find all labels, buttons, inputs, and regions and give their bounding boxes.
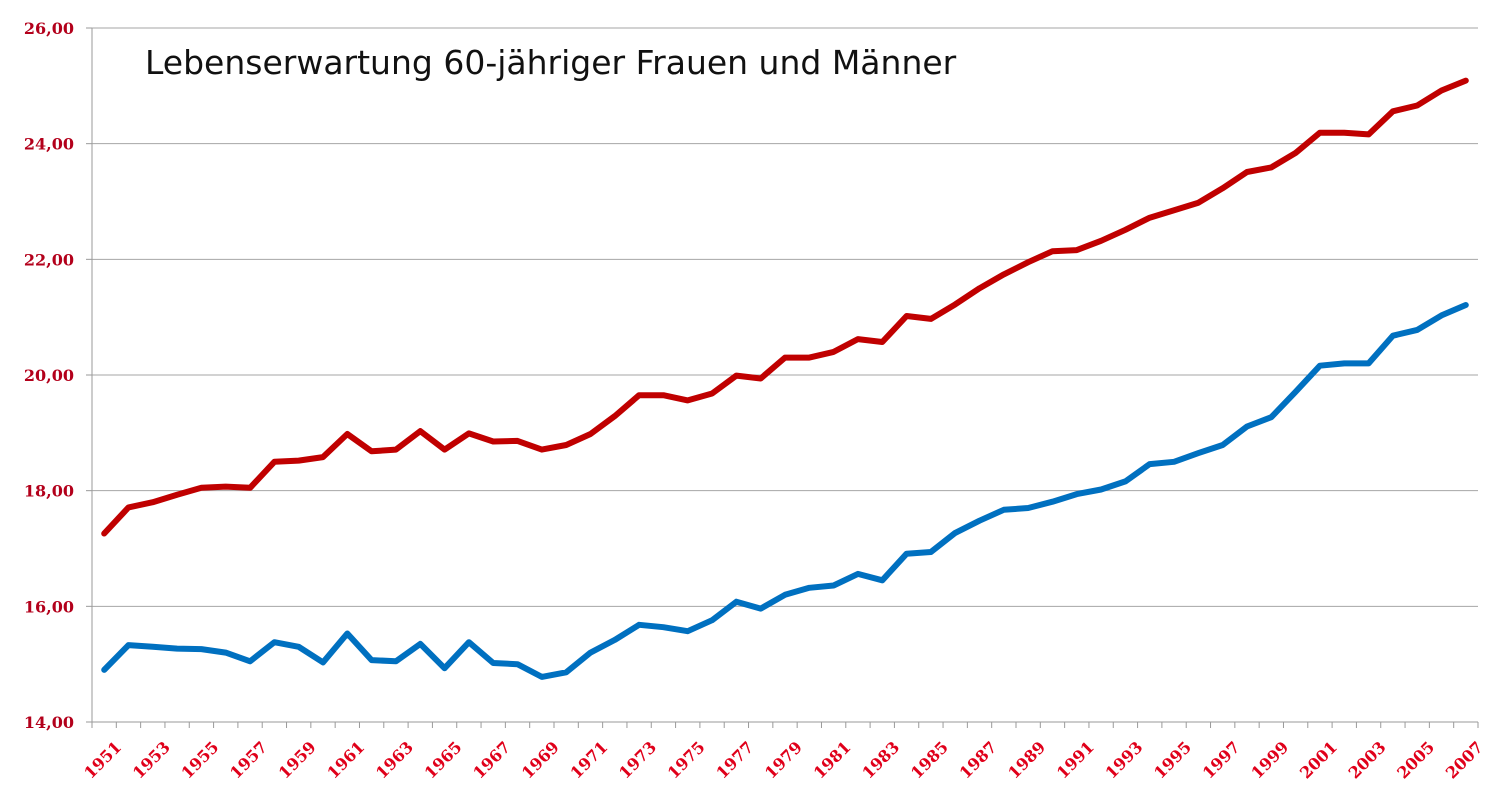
x-tick-label: 1995 bbox=[1150, 738, 1195, 783]
x-tick-label: 1975 bbox=[664, 738, 709, 783]
x-tick-label: 1983 bbox=[858, 738, 903, 783]
y-tick-label: 14,00 bbox=[24, 713, 74, 732]
y-tick-labels: 14,00 16,00 18,00 20,00 22,00 24,00 26,00 bbox=[24, 19, 74, 732]
y-tick-label: 16,00 bbox=[24, 597, 74, 616]
series-lines bbox=[101, 77, 1469, 680]
x-tick-label: 1951 bbox=[80, 738, 125, 783]
x-tick-label: 1999 bbox=[1247, 738, 1292, 783]
y-tick-label: 22,00 bbox=[24, 250, 74, 269]
y-tick-label: 20,00 bbox=[24, 366, 74, 385]
y-tick-label: 18,00 bbox=[24, 482, 74, 501]
x-tick-label: 1971 bbox=[567, 738, 612, 783]
x-tick-label: 2003 bbox=[1345, 738, 1390, 783]
x-tick-label: 1965 bbox=[421, 738, 466, 783]
y-tick-label: 24,00 bbox=[24, 135, 74, 154]
axes bbox=[86, 27, 1479, 728]
x-tick-label: 1977 bbox=[712, 738, 757, 783]
x-tick-label: 1967 bbox=[469, 738, 514, 783]
x-tick-label: 2005 bbox=[1393, 738, 1438, 783]
chart-title: Lebenserwartung 60-jähriger Frauen und M… bbox=[145, 43, 957, 82]
x-tick-label: 1981 bbox=[810, 738, 855, 783]
x-tick-label: 2007 bbox=[1442, 738, 1487, 783]
x-tick-label: 1957 bbox=[226, 738, 271, 783]
x-tick-label: 1989 bbox=[1004, 738, 1049, 783]
x-tick-label: 2001 bbox=[1296, 738, 1341, 783]
x-tick-label: 1993 bbox=[1102, 738, 1147, 783]
x-tick-label: 1973 bbox=[615, 738, 660, 783]
x-tick-label: 1961 bbox=[323, 738, 368, 783]
y-tick-label: 26,00 bbox=[24, 19, 74, 38]
x-tick-label: 1985 bbox=[907, 738, 952, 783]
x-tick-label: 1955 bbox=[178, 738, 223, 783]
x-tick-label: 1991 bbox=[1053, 738, 1098, 783]
x-tick-label: 1997 bbox=[1199, 738, 1244, 783]
x-tick-label: 1979 bbox=[761, 738, 806, 783]
x-tick-label: 1963 bbox=[372, 738, 417, 783]
x-tick-labels: 1951 1953 1955 1957 1959 1961 1963 1965 1967 1969… bbox=[80, 738, 1487, 783]
x-tick-label: 1953 bbox=[129, 738, 174, 783]
grid-lines bbox=[92, 27, 1478, 607]
series-line-2 bbox=[101, 302, 1469, 680]
x-tick-label: 1987 bbox=[956, 738, 1001, 783]
x-tick-label: 1959 bbox=[275, 738, 320, 783]
series-line-1 bbox=[101, 77, 1469, 537]
x-tick-label: 1969 bbox=[518, 738, 563, 783]
